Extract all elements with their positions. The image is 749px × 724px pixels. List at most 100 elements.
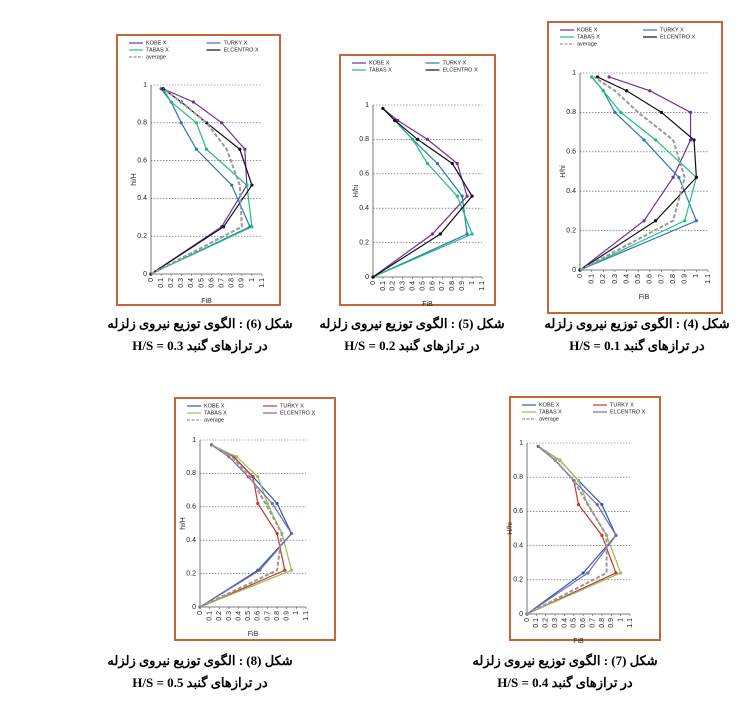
x-tick-label: 0.5 xyxy=(245,611,252,621)
series-marker xyxy=(671,175,675,180)
legend-label: TURKY X xyxy=(224,40,248,46)
x-tick-label: 0.5 xyxy=(635,274,642,284)
legend-label: average xyxy=(146,54,166,60)
y-tick-label: 0.8 xyxy=(137,120,147,127)
series-marker xyxy=(600,502,604,507)
y-axis-label: hi/H xyxy=(131,173,138,185)
x-axis-label: FiB xyxy=(639,294,650,301)
y-tick-label: 0.2 xyxy=(513,577,523,584)
legend-label: ELCENTRO X xyxy=(280,410,315,416)
x-tick-label: 0.5 xyxy=(419,281,426,291)
y-tick-label: 0 xyxy=(143,271,147,278)
x-tick-label: 0.7 xyxy=(218,278,225,288)
y-tick-label: 0.6 xyxy=(359,171,369,178)
figure-caption: شکل (4) : الگوی توزیع نیروی زلزله xyxy=(544,315,729,332)
legend-label: TABAS X xyxy=(369,67,392,73)
legend-label: KOBE X xyxy=(577,27,598,33)
legend-label: TURKY X xyxy=(280,403,304,409)
series-marker xyxy=(243,147,247,151)
y-tick-label: 0.2 xyxy=(137,233,147,240)
figure-frame xyxy=(339,54,496,306)
x-tick-label: 1.1 xyxy=(479,281,486,291)
series-marker xyxy=(460,194,464,198)
series-marker xyxy=(283,568,287,572)
x-tick-label: 0.4 xyxy=(409,281,416,291)
series-marker xyxy=(425,161,430,166)
legend-label: TABAS X xyxy=(539,409,562,415)
y-axis-label: H/hi xyxy=(560,165,567,178)
x-tick-label: 0.2 xyxy=(390,281,397,291)
legend-label: ELCENTRO X xyxy=(224,47,259,53)
series-marker xyxy=(470,194,474,198)
legend-label: KOBE X xyxy=(539,402,560,408)
x-tick-label: 0.2 xyxy=(600,274,607,284)
series-marker xyxy=(581,571,585,575)
series-marker xyxy=(590,75,594,79)
x-tick-label: 0.2 xyxy=(543,618,550,628)
series-marker xyxy=(245,183,249,187)
x-tick-label: 1 xyxy=(617,618,624,622)
figure-caption: در ترازهای گنبد H/S = 0.4 xyxy=(497,674,633,691)
x-tick-label: 1.1 xyxy=(627,618,634,628)
series-marker xyxy=(450,161,454,166)
series-marker xyxy=(683,219,687,223)
series-marker xyxy=(238,147,242,151)
series-marker xyxy=(275,501,279,506)
legend-label: ELCENTRO X xyxy=(443,67,478,73)
y-tick-label: 0 xyxy=(365,274,369,281)
y-tick-label: 0.4 xyxy=(513,542,523,549)
series-marker xyxy=(607,75,611,79)
x-tick-label: 0.4 xyxy=(188,278,195,288)
series-marker xyxy=(169,100,173,104)
series-line xyxy=(372,107,468,278)
x-tick-label: 0.5 xyxy=(571,618,578,628)
x-tick-label: 0.8 xyxy=(670,274,677,284)
x-tick-label: 0.6 xyxy=(429,281,436,291)
x-tick-label: 0.1 xyxy=(158,278,165,288)
series-marker xyxy=(265,501,270,506)
series-marker xyxy=(642,138,646,142)
series-line xyxy=(150,88,253,275)
legend-label: KOBE X xyxy=(146,40,167,46)
y-tick-label: 1 xyxy=(365,102,369,109)
series-marker xyxy=(688,138,693,142)
y-tick-label: 0.4 xyxy=(186,537,196,544)
y-axis-label: H/hi xyxy=(353,184,360,197)
x-tick-label: 0.3 xyxy=(178,278,185,288)
x-tick-label: 0 xyxy=(370,281,377,285)
series-marker xyxy=(677,175,681,180)
x-tick-label: 0 xyxy=(577,274,584,278)
legend-label: TABAS X xyxy=(146,47,169,53)
series-marker xyxy=(688,110,693,114)
x-tick-label: 0.1 xyxy=(533,618,540,628)
x-tick-label: 0.5 xyxy=(198,278,205,288)
figure-caption: در ترازهای گنبد H/S = 0.1 xyxy=(569,337,705,354)
y-tick-label: 0.4 xyxy=(566,188,576,195)
x-tick-label: 0 xyxy=(524,618,531,622)
y-axis-label: H/hi xyxy=(507,522,514,535)
legend-label: TURKY X xyxy=(660,27,684,33)
series-marker xyxy=(576,479,581,483)
x-tick-label: 0.9 xyxy=(459,281,466,291)
x-axis-label: FiB xyxy=(422,301,433,308)
series-marker xyxy=(415,137,420,141)
series-marker xyxy=(470,232,474,236)
legend-label: TABAS X xyxy=(204,410,227,416)
series-marker xyxy=(576,502,581,507)
series-marker xyxy=(194,121,199,125)
series-line xyxy=(579,76,686,271)
y-tick-label: 0.8 xyxy=(359,136,369,143)
series-marker xyxy=(654,138,658,142)
figure-caption: در ترازهای گنبد H/S = 0.3 xyxy=(132,337,268,354)
series-marker xyxy=(438,232,442,236)
y-tick-label: 0.6 xyxy=(566,149,576,156)
x-tick-label: 0 xyxy=(197,611,204,615)
series-marker xyxy=(694,175,698,180)
x-axis-label: FiB xyxy=(248,631,259,638)
legend-label: TURKY X xyxy=(610,402,634,408)
series-marker xyxy=(235,455,239,459)
x-tick-label: 1 xyxy=(293,611,300,615)
figure-frame xyxy=(509,396,661,641)
x-tick-label: 0.7 xyxy=(658,274,665,284)
x-tick-label: 0.6 xyxy=(255,611,262,621)
